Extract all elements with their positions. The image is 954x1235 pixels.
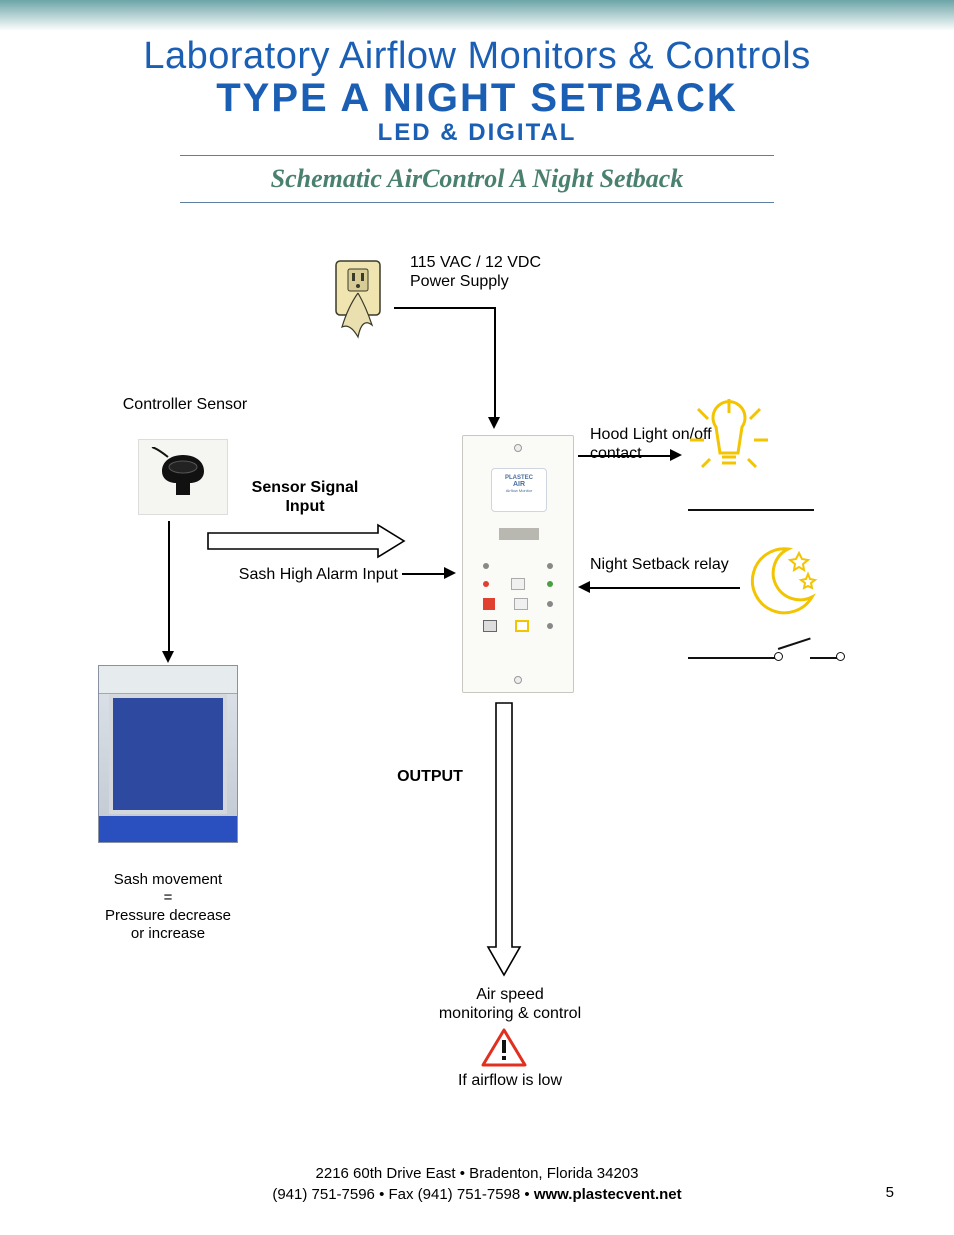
hood-light-contact-line [688,509,814,511]
light-bulb-icon [684,395,774,485]
footer: 2216 60th Drive East • Bradenton, Florid… [0,1163,954,1205]
sensor-signal-input-label: Sensor Signal Input [245,478,365,516]
header: Laboratory Airflow Monitors & Controls T… [70,35,884,147]
warning-icon [480,1027,528,1069]
sensor-down-arrow-line [168,521,170,651]
subtitle: Schematic AirControl A Night Setback [70,164,884,194]
night-setback-arrow-line [590,587,740,589]
air-speed-label: Air speed monitoring & control [420,985,600,1023]
power-arrow-line-h [394,307,494,309]
monitor-logo: PLASTEC AIR Airflow Monitor [491,468,547,512]
sensor-down-arrow-head [162,651,174,663]
hood-light-arrow-line [578,455,670,457]
header-line2: TYPE A NIGHT SETBACK [70,76,884,121]
sash-alarm-arrow-line [402,573,444,575]
night-setback-label: Night Setback relay [590,555,760,574]
if-airflow-low-label: If airflow is low [440,1071,580,1090]
schematic-diagram: 115 VAC / 12 VDC Power Supply Controller… [70,243,884,1123]
night-contact-switch [778,638,811,650]
hood-light-arrow-head [670,449,682,461]
controller-sensor-label: Controller Sensor [120,395,250,414]
moon-icon [738,539,824,625]
output-arrow [486,697,522,979]
sash-movement-label: Sash movement = Pressure decrease or inc… [88,871,248,943]
power-outlet-icon [328,257,398,341]
fume-hood-icon [98,665,238,843]
header-line1: Laboratory Airflow Monitors & Controls [70,35,884,78]
sash-high-alarm-label: Sash High Alarm Input [198,565,398,584]
night-contact-dot-left [774,652,783,661]
sash-alarm-arrow-head [444,567,456,579]
footer-website: www.plastecvent.net [534,1186,682,1203]
divider-bottom [180,202,774,203]
sensor-signal-arrow [198,523,408,559]
controller-sensor-icon [138,439,228,515]
airflow-monitor-device: PLASTEC AIR Airflow Monitor [462,435,574,693]
night-contact-dot-right [836,652,845,661]
footer-contact: (941) 751-7596 • Fax (941) 751-7598 • [272,1186,534,1203]
night-contact-line-left [688,657,778,659]
power-arrow-head [488,417,500,429]
page-number: 5 [886,1184,894,1201]
power-supply-label: 115 VAC / 12 VDC Power Supply [410,253,541,291]
footer-address: 2216 60th Drive East • Bradenton, Florid… [0,1163,954,1184]
output-label: OUTPUT [390,767,470,786]
power-arrow-line-v [494,307,496,417]
night-setback-arrow-head [578,581,590,593]
divider-top [180,155,774,156]
header-line3: LED & DIGITAL [70,119,884,147]
